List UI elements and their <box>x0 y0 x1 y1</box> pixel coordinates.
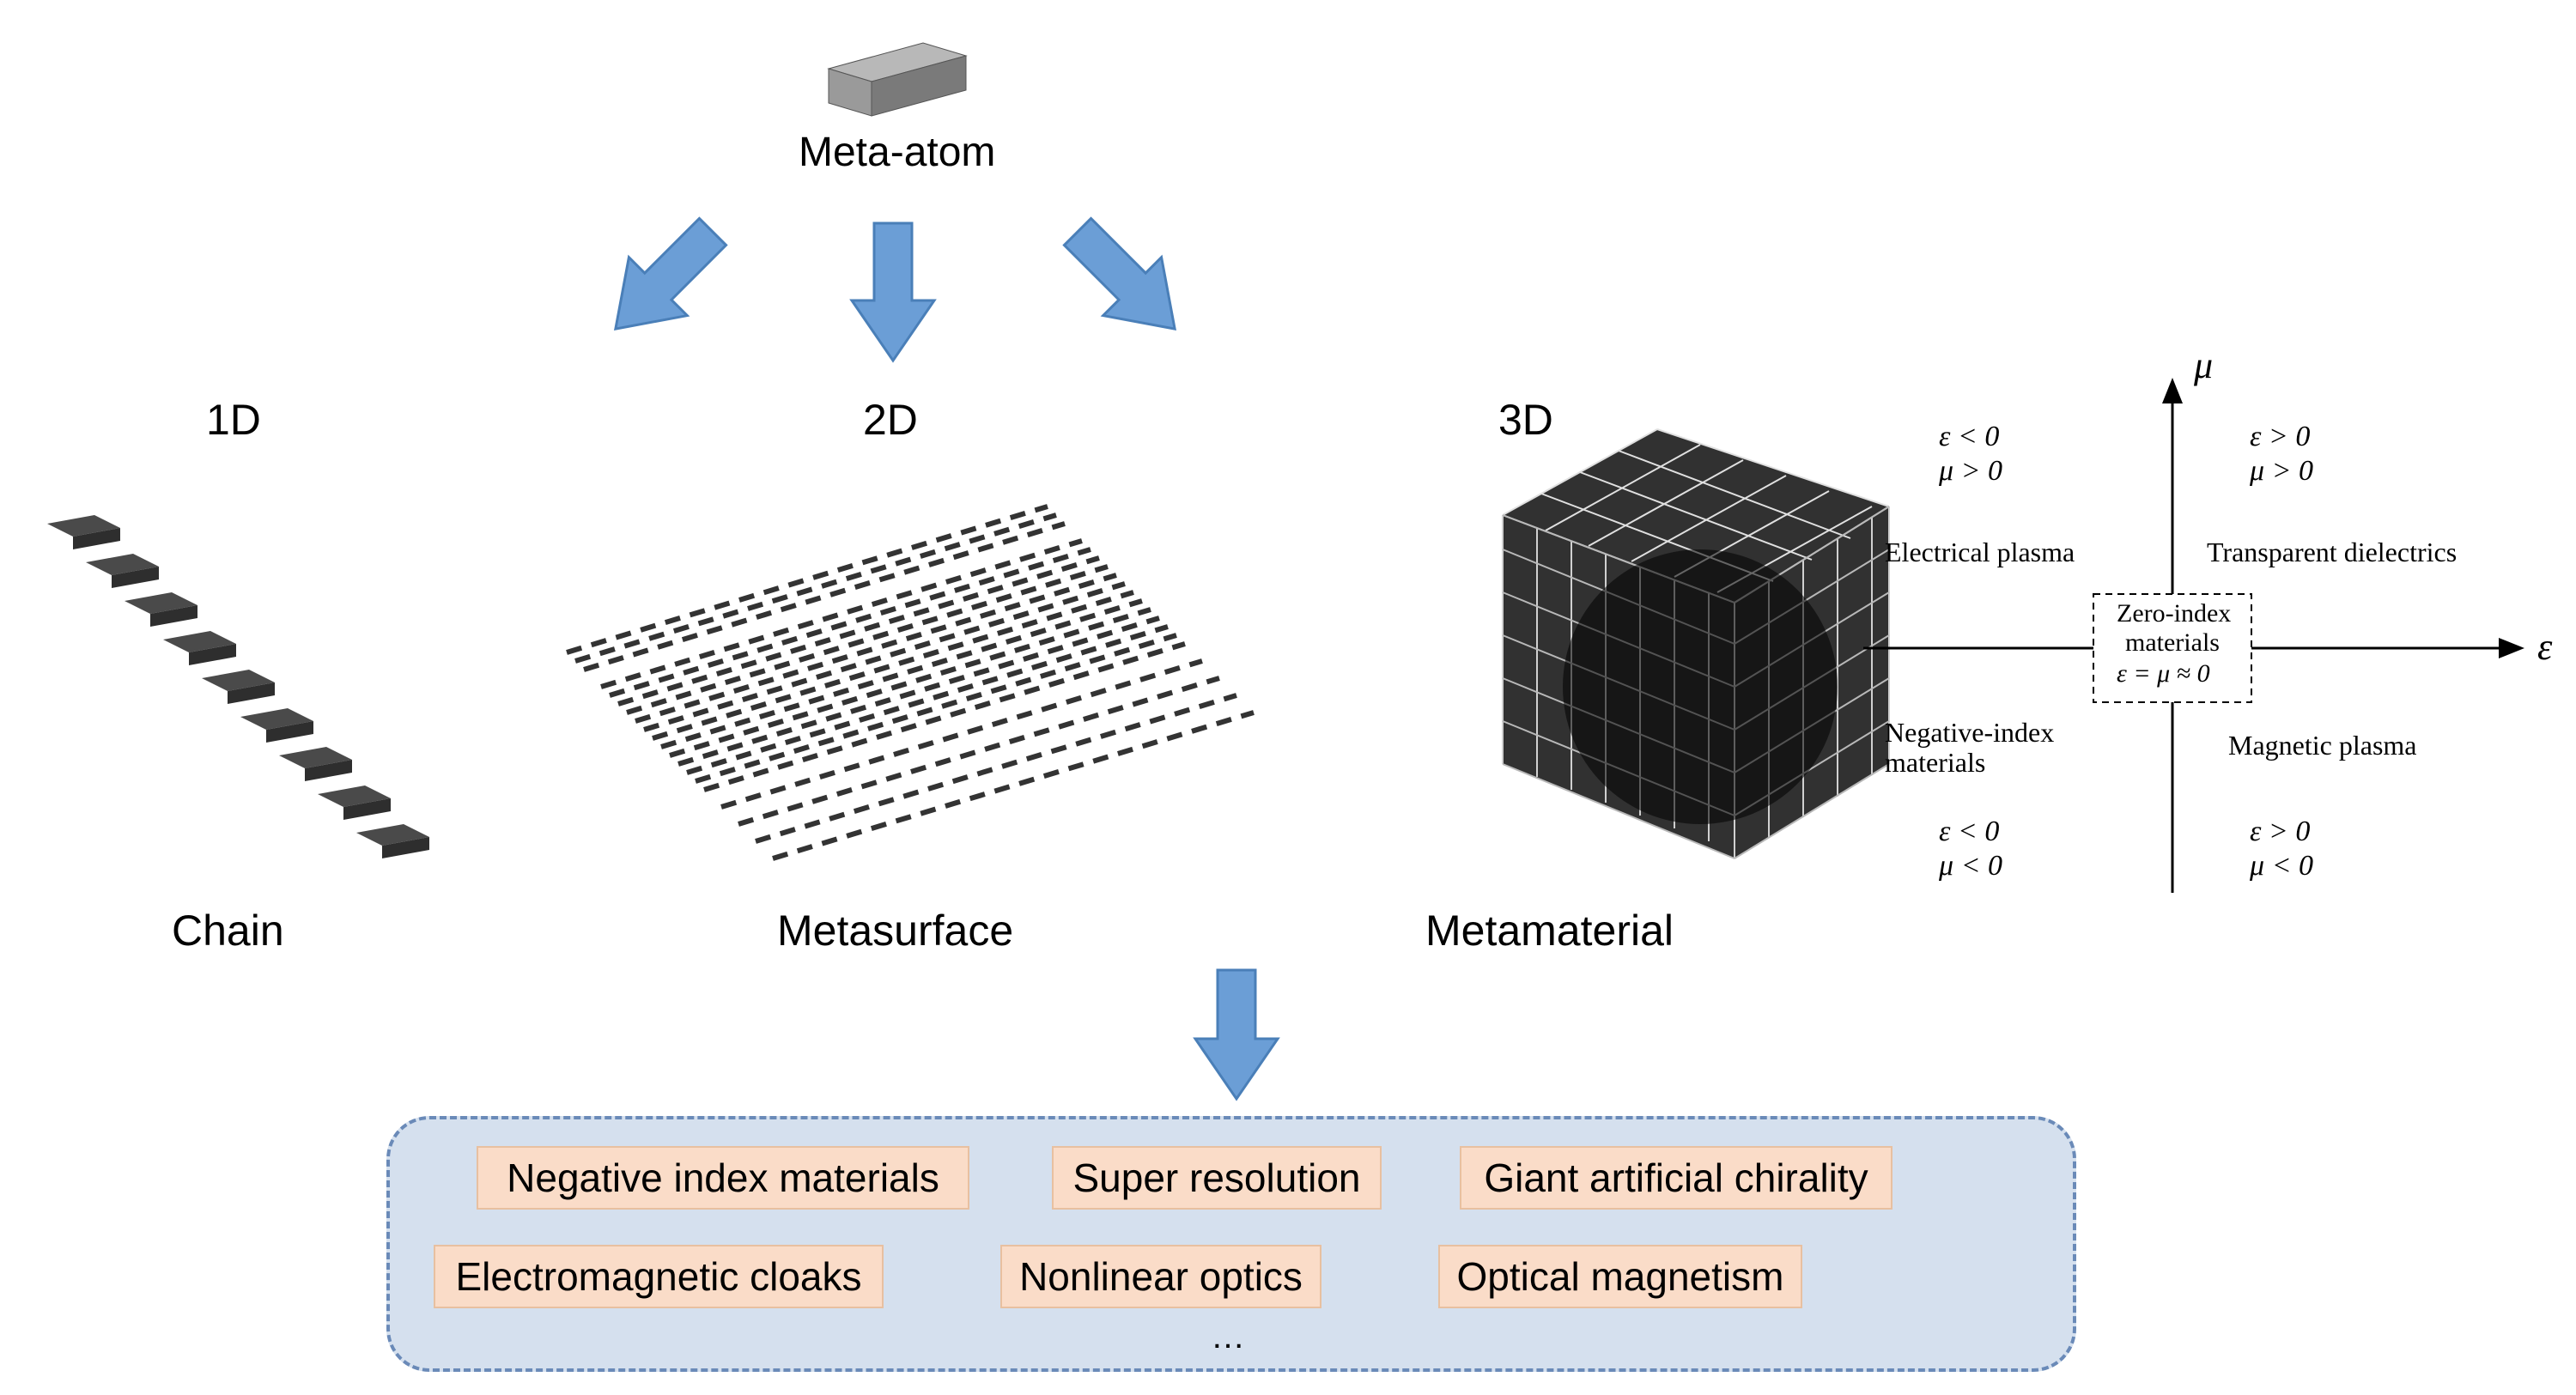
q3-name-l1: Negative-index <box>1885 717 2054 749</box>
zero-index-l2: materials <box>2125 628 2220 658</box>
app-super-resolution: Super resolution <box>1052 1146 1382 1210</box>
meta-atom-icon <box>829 43 966 116</box>
q4-eps: ε > 0 <box>2250 816 2310 848</box>
arrow-to-2d <box>852 223 934 361</box>
zero-index-l1: Zero-index <box>2117 599 2231 628</box>
chain-label: Chain <box>172 906 284 955</box>
q2-eps: ε < 0 <box>1939 421 1999 453</box>
dim-1d-label: 1D <box>206 395 261 445</box>
app-optical-magnetism: Optical magnetism <box>1438 1245 1802 1308</box>
q1-mu: μ > 0 <box>2250 455 2313 488</box>
q1-name: Transparent dielectrics <box>2207 537 2457 568</box>
q4-mu: μ < 0 <box>2250 850 2313 882</box>
q2-mu: μ > 0 <box>1939 455 2002 488</box>
app-nonlinear-optics: Nonlinear optics <box>1000 1245 1321 1308</box>
dim-3d-label: 3D <box>1498 395 1553 445</box>
q1-eps: ε > 0 <box>2250 421 2310 453</box>
meta-atom-label: Meta-atom <box>799 129 995 176</box>
q3-mu: μ < 0 <box>1939 850 2002 882</box>
chain-graphic <box>47 515 429 858</box>
metamaterial-label: Metamaterial <box>1425 906 1674 955</box>
zero-index-l3: ε = μ ≈ 0 <box>2117 659 2210 688</box>
app-em-cloaks: Electromagnetic cloaks <box>434 1245 884 1308</box>
arrow-to-3d <box>1048 203 1204 358</box>
q4-name: Magnetic plasma <box>2228 730 2416 761</box>
axis-eps: ε <box>2537 625 2552 669</box>
arrow-to-1d <box>586 203 742 358</box>
q3-name-l2: materials <box>1885 747 1985 779</box>
app-negative-index: Negative index materials <box>477 1146 969 1210</box>
metasurface-graphic <box>567 506 1254 858</box>
app-giant-chirality: Giant artificial chirality <box>1460 1146 1893 1210</box>
metamaterial-graphic <box>1503 429 1889 858</box>
axis-mu: μ <box>2194 343 2213 387</box>
dim-2d-label: 2D <box>863 395 918 445</box>
q3-eps: ε < 0 <box>1939 816 1999 848</box>
applications-ellipsis: … <box>1211 1318 1245 1356</box>
q2-name: Electrical plasma <box>1885 537 2075 568</box>
metasurface-label: Metasurface <box>777 906 1013 955</box>
arrow-to-applications <box>1195 970 1278 1099</box>
